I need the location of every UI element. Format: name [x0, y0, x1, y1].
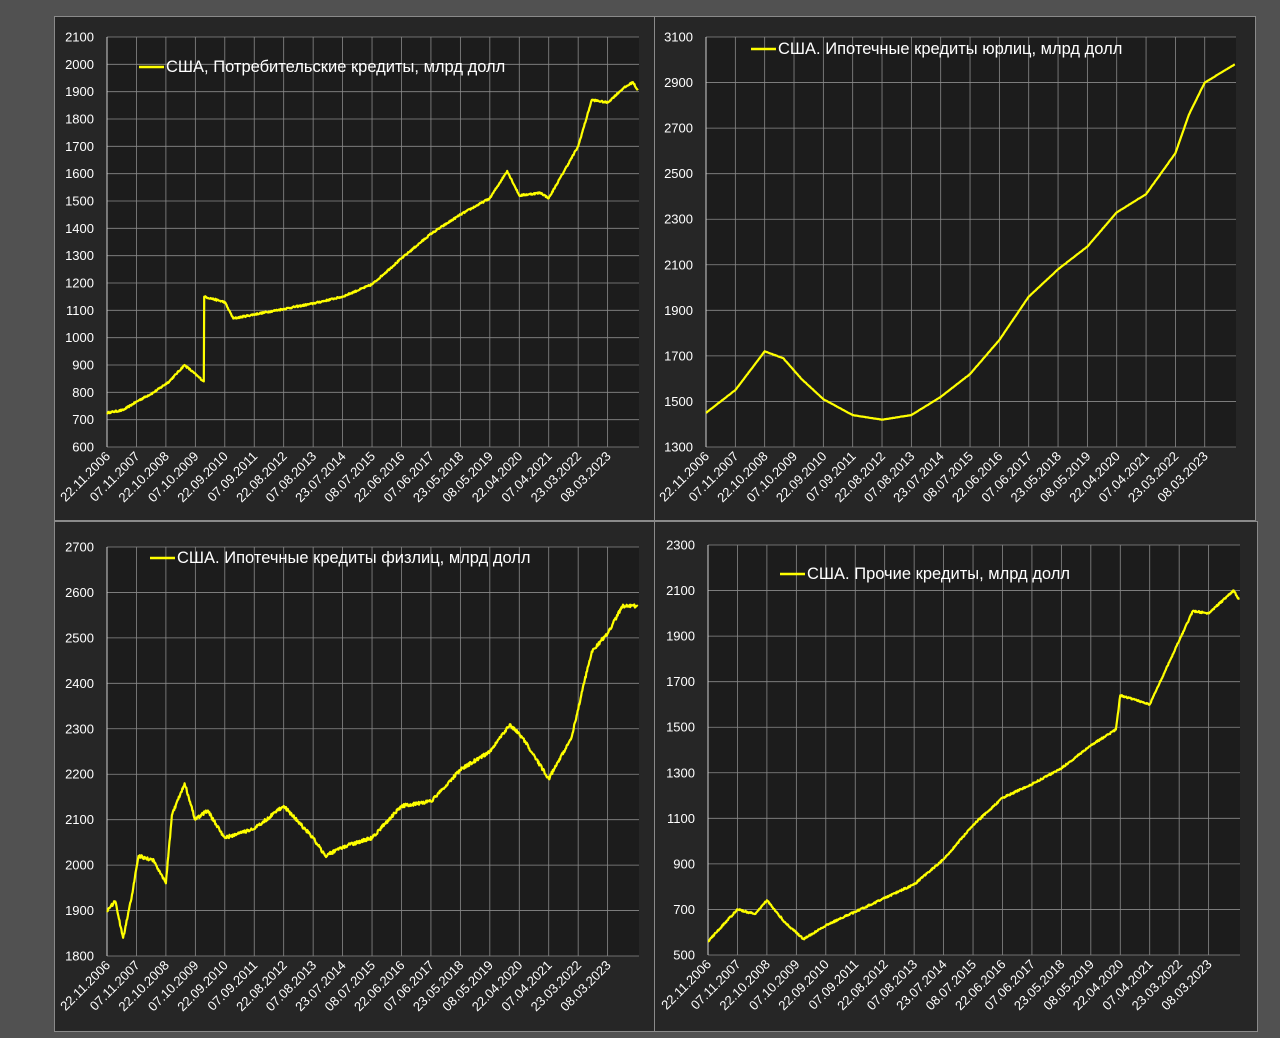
- y-tick-label: 1400: [65, 221, 94, 236]
- y-tick-label: 1300: [664, 440, 693, 455]
- series-line: [106, 80, 639, 415]
- y-tick-label: 3100: [664, 30, 693, 45]
- legend-label: США, Потребительские кредиты, млрд долл: [166, 58, 505, 76]
- y-tick-label: 2100: [664, 257, 693, 272]
- y-tick-label: 700: [72, 412, 94, 427]
- y-tick-label: 2100: [65, 30, 94, 45]
- y-tick-label: 1700: [666, 674, 695, 689]
- legend-label: США. Ипотечные кредиты юрлиц, млрд долл: [778, 40, 1122, 58]
- y-tick-label: 800: [72, 385, 94, 400]
- y-tick-label: 500: [673, 948, 695, 963]
- chart-household-mortgages: 1800 1900 2000 2100 2200 2300 2400 2500 2600 2700…: [57, 540, 639, 1014]
- y-tick-label: 2200: [65, 767, 94, 782]
- y-tick-label: 1300: [65, 248, 94, 263]
- y-tick-label: 2900: [664, 75, 693, 90]
- y-tick-label: 1300: [666, 765, 695, 780]
- y-tick-label: 1500: [666, 720, 695, 735]
- y-tick-label: 1700: [664, 348, 693, 363]
- y-tick-label: 1200: [65, 276, 94, 291]
- y-tick-label: 1500: [65, 194, 94, 209]
- series-line: [707, 589, 1240, 943]
- plot-area: [706, 37, 1236, 447]
- y-tick-label: 600: [72, 440, 94, 455]
- y-tick-label: 1100: [667, 811, 695, 826]
- y-tick-label: 1900: [666, 629, 695, 644]
- y-tick-label: 2300: [65, 721, 94, 736]
- y-tick-label: 1000: [65, 330, 94, 345]
- y-tick-label: 2300: [666, 538, 695, 553]
- y-tick-label: 900: [72, 358, 94, 373]
- y-tick-label: 1500: [664, 394, 693, 409]
- y-tick-label: 1900: [65, 84, 94, 99]
- chart-panel-other-loans: 500 700 900 1100 1300 1500 1700 1900 2100 2300 22.…: [654, 521, 1258, 1032]
- y-tick-label: 1900: [664, 303, 693, 318]
- plot-area: [708, 545, 1240, 955]
- y-tick-label: 1900: [65, 903, 94, 918]
- y-tick-label: 700: [673, 902, 695, 917]
- legend-label: США. Ипотечные кредиты физлиц, млрд долл: [177, 549, 531, 567]
- plot-area: [107, 37, 639, 447]
- y-tick-label: 2300: [664, 212, 693, 227]
- y-tick-label: 1700: [65, 139, 94, 154]
- y-tick-label: 1800: [65, 112, 94, 127]
- y-tick-label: 2700: [65, 540, 94, 555]
- y-tick-label: 1600: [65, 166, 94, 181]
- legend-label: США. Прочие кредиты, млрд долл: [807, 565, 1070, 583]
- plot-area: [107, 547, 639, 956]
- y-tick-label: 2100: [666, 583, 695, 598]
- y-tick-label: 2400: [65, 676, 94, 691]
- chart-consumer-loans: 600 700 800 900 1000 1100 1200 1300 1400 1500 1600…: [57, 30, 639, 505]
- chart-panel-household-mortgages: 1800 1900 2000 2100 2200 2300 2400 2500 2600 2700…: [54, 521, 656, 1032]
- series-line: [705, 63, 1236, 421]
- y-tick-label: 2700: [664, 121, 693, 136]
- y-tick-label: 1800: [65, 949, 94, 964]
- y-tick-label: 2000: [65, 57, 94, 72]
- y-tick-label: 2600: [65, 585, 94, 600]
- y-tick-label: 2500: [65, 630, 94, 645]
- chart-panel-consumer-loans: 600 700 800 900 1000 1100 1200 1300 1400 1500 1600…: [54, 16, 656, 521]
- chart-corporate-mortgages: 1300 1500 1700 1900 2100 2300 2500 2700 2900 3100…: [656, 30, 1236, 505]
- chart-other-loans: 500700900110013001500170019002100230022.…: [658, 538, 1240, 1013]
- y-tick-label: 2000: [65, 858, 94, 873]
- y-tick-label: 2500: [664, 166, 693, 181]
- chart-panel-corporate-mortgages: 1300 1500 1700 1900 2100 2300 2500 2700 2900 3100…: [654, 16, 1256, 521]
- series-line: [106, 603, 639, 939]
- y-tick-label: 2100: [65, 812, 94, 827]
- y-tick-label: 1100: [66, 303, 94, 318]
- y-tick-label: 900: [673, 856, 695, 871]
